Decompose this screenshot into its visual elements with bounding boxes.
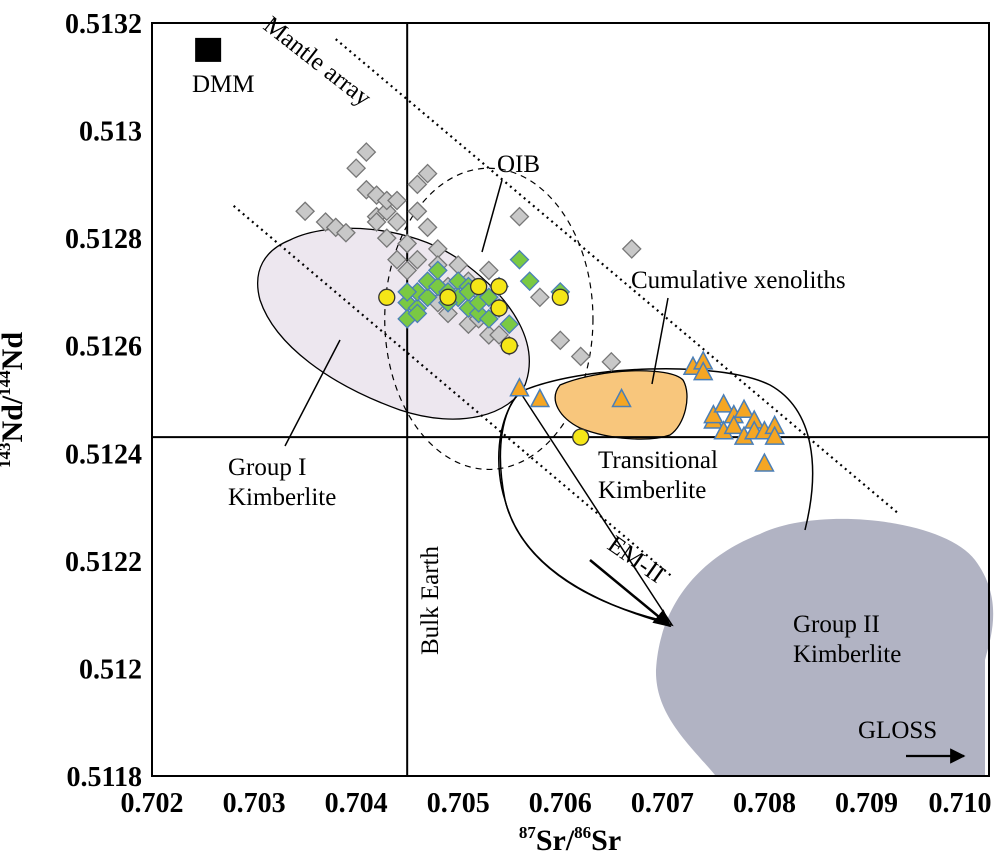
data-point: [499, 314, 520, 335]
data-point: [407, 249, 428, 270]
data-point: [572, 428, 590, 446]
data-point: [713, 393, 734, 413]
group-ii-kimberlite-field: [655, 518, 994, 775]
group-ii-label: Group II Kimberlite: [793, 611, 901, 668]
x-tick-labels: 0.702 0.703 0.704 0.705 0.706 0.707 0.708 0.709…: [121, 788, 992, 819]
oib-leader: [481, 179, 503, 253]
y-axis-title: 143Nd/144Nd: [0, 332, 29, 468]
data-point: [754, 452, 775, 472]
x-axis-title: 87Sr/86Sr: [519, 823, 621, 857]
x-tick-label: 0.702: [121, 788, 184, 819]
data-point: [417, 217, 438, 238]
data-point: [376, 201, 397, 222]
series-1-diamond-points: [397, 249, 571, 335]
data-point: [469, 277, 488, 296]
dmm-label: DMM: [192, 71, 255, 98]
data-points-layer: [295, 142, 785, 472]
data-point: [601, 351, 622, 372]
oib-label: OIB: [497, 151, 540, 178]
data-point: [346, 158, 367, 179]
y-tick-label: 0.5128: [65, 224, 142, 255]
x-tick-label: 0.703: [223, 788, 286, 819]
data-point: [417, 287, 438, 308]
data-point: [509, 206, 530, 227]
data-point: [621, 238, 642, 259]
data-point: [407, 174, 428, 195]
transitional-label: Transitional Kimberlite: [598, 447, 718, 504]
dmm-marker: [195, 37, 222, 62]
data-point: [490, 277, 508, 296]
em-ii-arrow: [589, 559, 672, 628]
data-point: [376, 228, 397, 249]
data-point: [733, 398, 755, 419]
mantle-array-label: Mantle array: [258, 11, 376, 112]
data-point: [295, 201, 316, 222]
data-point: [387, 212, 407, 232]
group-i-label: Group I Kimberlite: [228, 454, 336, 511]
data-point: [703, 404, 724, 424]
x-tick-label: 0.704: [325, 788, 388, 819]
x-tick-label: 0.705: [427, 788, 490, 819]
data-point: [366, 212, 387, 232]
y-tick-label: 0.5122: [65, 547, 142, 578]
data-point: [529, 287, 550, 308]
data-point: [478, 260, 499, 281]
reference-lines: [152, 23, 989, 776]
series-2-circle-points: [378, 277, 590, 446]
y-tick-label: 0.5124: [65, 439, 142, 470]
annotation-leaders: [284, 179, 966, 764]
data-point: [397, 233, 418, 254]
data-point: [490, 299, 508, 317]
group-i-leader: [284, 339, 341, 447]
data-point: [397, 260, 418, 281]
data-point: [397, 282, 418, 302]
mantle-array-upper-line: [335, 38, 898, 514]
cumulative-xenoliths-label: Cumulative xenoliths: [631, 267, 846, 294]
series-3-triangle-points: [509, 350, 785, 472]
gloss-label: GLOSS: [858, 717, 937, 744]
data-point: [336, 222, 356, 243]
data-point: [519, 271, 540, 292]
data-point: [378, 288, 396, 306]
data-point: [509, 249, 530, 270]
x-tick-label: 0.710: [929, 788, 992, 819]
x-tick-label: 0.707: [631, 788, 694, 819]
y-tick-label: 0.5126: [65, 332, 142, 363]
data-point: [439, 288, 457, 306]
y-tick-label: 0.512: [79, 654, 142, 685]
data-point: [387, 190, 407, 211]
data-point: [500, 337, 518, 355]
bulk-earth-label: Bulk Earth: [417, 545, 444, 655]
x-tick-label: 0.709: [835, 788, 898, 819]
data-point: [407, 201, 428, 222]
data-point: [417, 163, 438, 184]
data-point: [723, 414, 745, 435]
data-point: [611, 387, 632, 408]
data-point: [570, 346, 591, 367]
data-point: [438, 303, 458, 324]
transitional-kimberlite-boundary: [498, 391, 661, 621]
y-tick-label: 0.5118: [67, 762, 142, 793]
data-point: [551, 288, 569, 306]
oib-field: [384, 167, 594, 471]
data-point: [509, 377, 530, 397]
data-point: [407, 303, 428, 324]
y-tick-label: 0.5132: [65, 9, 142, 40]
data-point: [387, 249, 407, 270]
data-point: [427, 260, 448, 281]
x-tick-label: 0.708: [733, 788, 796, 819]
data-point: [692, 361, 714, 381]
data-point: [529, 387, 551, 408]
y-tick-labels: 0.5118 0.512 0.5122 0.5124 0.5126 0.5128 0.513…: [65, 9, 142, 793]
x-tick-label: 0.706: [529, 788, 592, 819]
data-point: [550, 330, 571, 351]
cumulative-leader: [651, 297, 669, 385]
data-point: [764, 425, 785, 445]
plot-frame: [151, 22, 990, 777]
data-point: [356, 142, 377, 163]
y-tick-label: 0.513: [79, 117, 142, 148]
